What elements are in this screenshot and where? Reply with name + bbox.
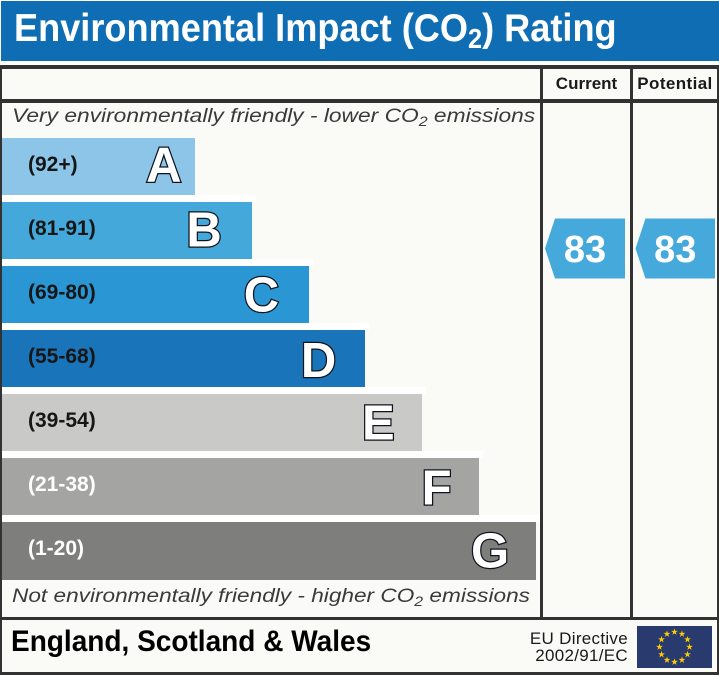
svg-text:83: 83 xyxy=(564,229,606,271)
svg-text:83: 83 xyxy=(654,229,696,271)
svg-text:F: F xyxy=(422,462,452,516)
svg-text:D: D xyxy=(301,334,336,388)
svg-text:E: E xyxy=(362,397,395,451)
svg-text:B: B xyxy=(186,203,221,257)
svg-text:A: A xyxy=(146,139,181,193)
svg-text:C: C xyxy=(244,269,279,323)
svg-text:G: G xyxy=(471,525,509,579)
